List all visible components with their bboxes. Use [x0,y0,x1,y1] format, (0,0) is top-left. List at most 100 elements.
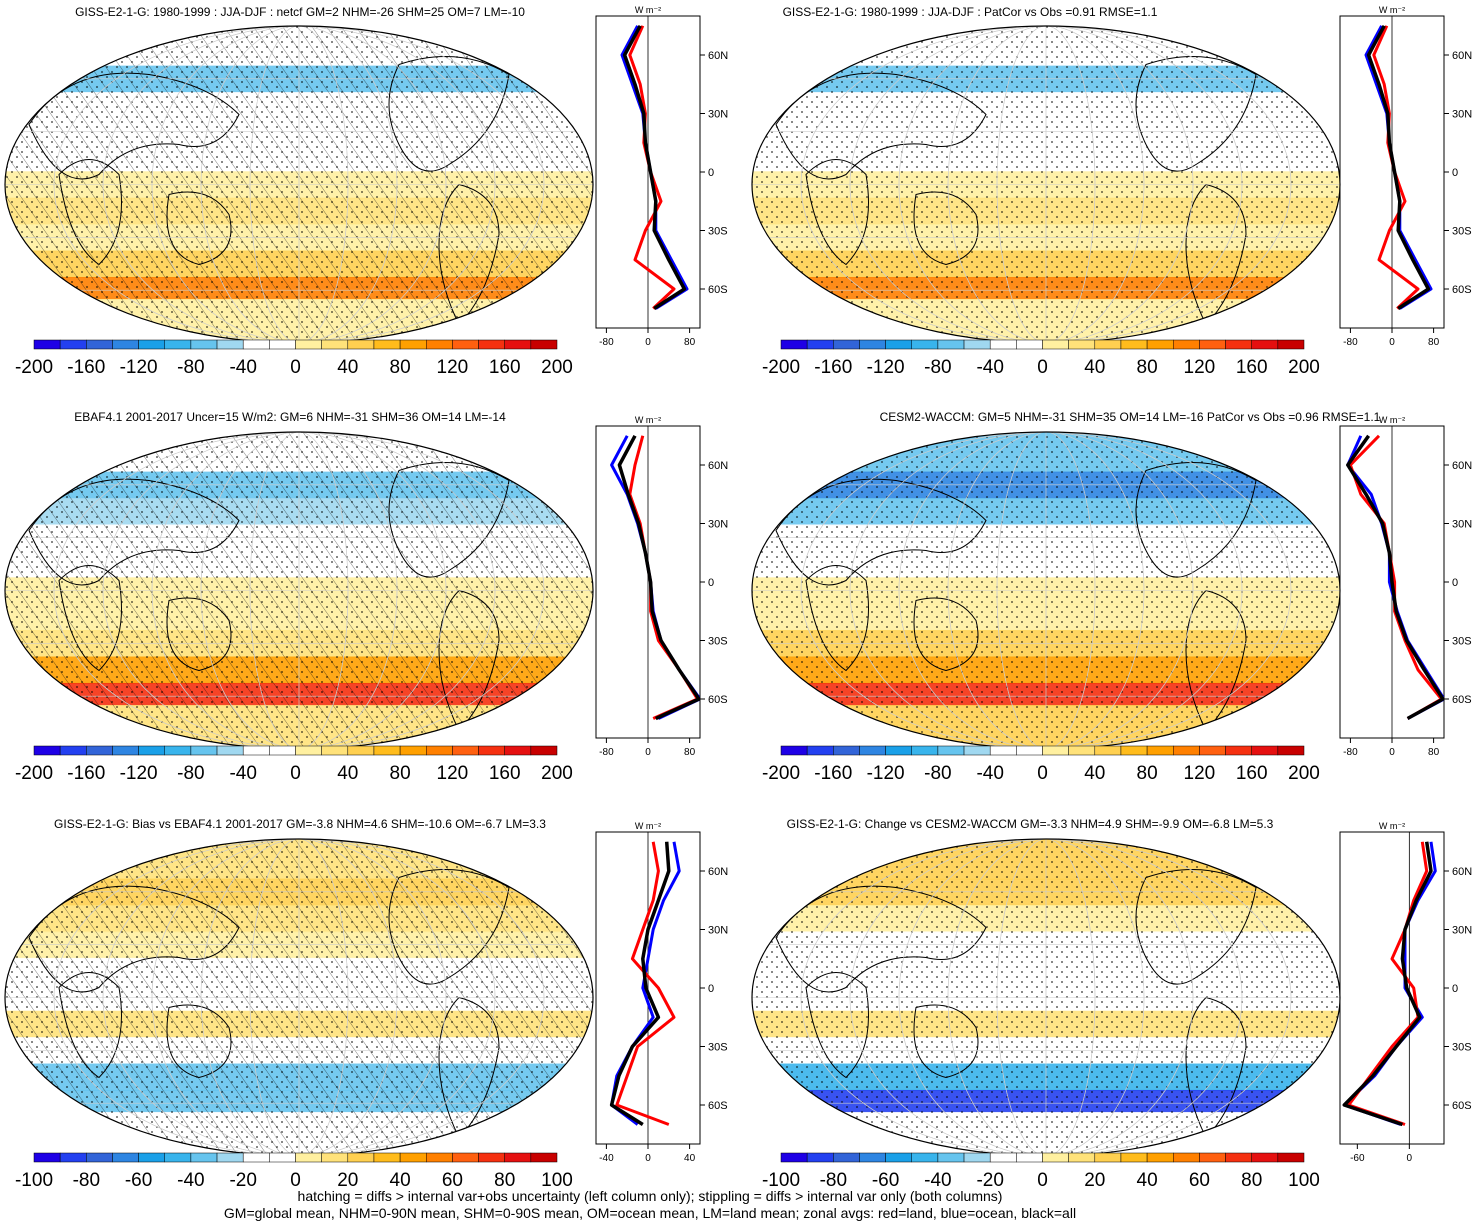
colorbar-cell [86,340,112,349]
colorbar-cell [452,340,478,349]
colorbar-cell [1173,1153,1199,1162]
colorbar-cell [531,340,557,349]
colorbar-cell [990,1153,1016,1162]
colorbar-cell [139,340,165,349]
colorbar-cell [938,340,964,349]
panel-title: EBAF4.1 2001-2017 Uncer=15 W/m2: GM=6 NH… [74,410,506,424]
zonal-line-land [630,436,698,719]
colorbar-cell [86,746,112,755]
lat-tick-label: 0 [1452,167,1458,179]
colorbar-tick-label: -120 [120,357,158,378]
colorbar-cell [1278,746,1304,755]
colorbar-tick-label: -40 [976,357,1003,378]
colorbar-cell [1226,1153,1252,1162]
colorbar-cell [807,1153,833,1162]
colorbar-tick-label: 160 [1236,763,1268,784]
x-tick-label: 80 [1428,337,1440,348]
lat-tick-label: 30S [708,636,728,648]
unit-label: W m⁻² [635,5,661,15]
lat-tick-label: 30S [1452,636,1472,648]
colorbar-cell [426,746,452,755]
colorbar-cell [912,746,938,755]
colorbar-tick-label: -40 [229,357,256,378]
colorbar-cell [426,1153,452,1162]
x-tick-label: 0 [1389,747,1395,758]
lat-tick-label: 0 [1452,577,1458,589]
lat-tick-label: 0 [1452,983,1458,995]
colorbar-cell [1278,340,1304,349]
colorbar-tick-label: -80 [924,357,951,378]
lat-tick-label: 60N [708,50,728,62]
lat-tick-label: 0 [708,577,714,589]
x-tick-label: -60 [1350,1153,1365,1164]
colorbar-cell [374,746,400,755]
colorbar-cell [296,340,322,349]
colorbar-cell [859,1153,885,1162]
colorbar-cell [990,340,1016,349]
colorbar-cell [1095,1153,1121,1162]
colorbar-cell [191,746,217,755]
lat-tick-label: 60S [708,284,728,296]
colorbar-cell [217,340,243,349]
lat-tick-label: 0 [708,983,714,995]
colorbar-tick-label: 80 [1137,763,1158,784]
colorbar-cell [191,1153,217,1162]
colorbar-tick-label: 120 [437,357,469,378]
unit-label: W m⁻² [635,821,661,831]
colorbar-cell [322,1153,348,1162]
colorbar-cell [531,1153,557,1162]
colorbar-cell [60,1153,86,1162]
colorbar-cell [269,746,295,755]
colorbar-tick-label: 40 [1084,357,1105,378]
colorbar-cell [243,1153,269,1162]
colorbar-cell [807,746,833,755]
zonal-line-all [1344,842,1431,1125]
colorbar-cell [165,746,191,755]
colorbar-cell [400,1153,426,1162]
colorbar-tick-label: 40 [337,763,358,784]
colorbar-tick-label: 120 [1184,357,1216,378]
panel-4: CESM2-WACCM: GM=5 NHM=-31 SHM=35 OM=14 L… [752,410,1472,784]
colorbar-cell [1252,746,1278,755]
colorbar-cell [296,746,322,755]
lat-tick-label: 60S [1452,284,1472,296]
colorbar-cell [112,340,138,349]
colorbar-tick-label: 40 [1084,763,1105,784]
colorbar-cell [139,1153,165,1162]
colorbar-cell [938,746,964,755]
colorbar-cell [1147,746,1173,755]
colorbar-cell [1199,340,1225,349]
lat-tick-label: 60N [708,460,728,472]
panel-title: GISS-E2-1-G: 1980-1999 : JJA-DJF : netcf… [75,5,525,19]
colorbar-cell [1095,340,1121,349]
colorbar-cell [452,746,478,755]
colorbar-cell [1121,1153,1147,1162]
colorbar-cell [112,746,138,755]
colorbar-cell [964,1153,990,1162]
lat-tick-label: 30N [1452,925,1472,937]
lat-tick-label: 30N [1452,109,1472,121]
panel-6: GISS-E2-1-G: Change vs CESM2-WACCM GM=-3… [752,817,1472,1191]
colorbar-tick-label: 160 [1236,357,1268,378]
lat-tick-label: 60S [708,694,728,706]
colorbar-cell [243,746,269,755]
colorbar-cell [1226,340,1252,349]
panel-title: GISS-E2-1-G: 1980-1999 : JJA-DJF : PatCo… [783,5,1158,19]
lat-tick-label: 60S [1452,694,1472,706]
x-tick-label: 0 [1407,1153,1413,1164]
footnote-means: GM=global mean, NHM=0-90N mean, SHM=0-90… [0,1205,1300,1222]
colorbar-cell [322,340,348,349]
colorbar-cell [1147,1153,1173,1162]
map-field [5,26,593,344]
colorbar-cell [912,1153,938,1162]
colorbar-cell [217,1153,243,1162]
panel-1: GISS-E2-1-G: 1980-1999 : JJA-DJF : netcf… [5,5,728,378]
colorbar-tick-label: -120 [867,357,905,378]
colorbar-tick-label: 40 [337,357,358,378]
lat-tick-label: 60N [1452,866,1472,878]
colorbar-cell [886,340,912,349]
x-tick-label: -80 [599,337,614,348]
